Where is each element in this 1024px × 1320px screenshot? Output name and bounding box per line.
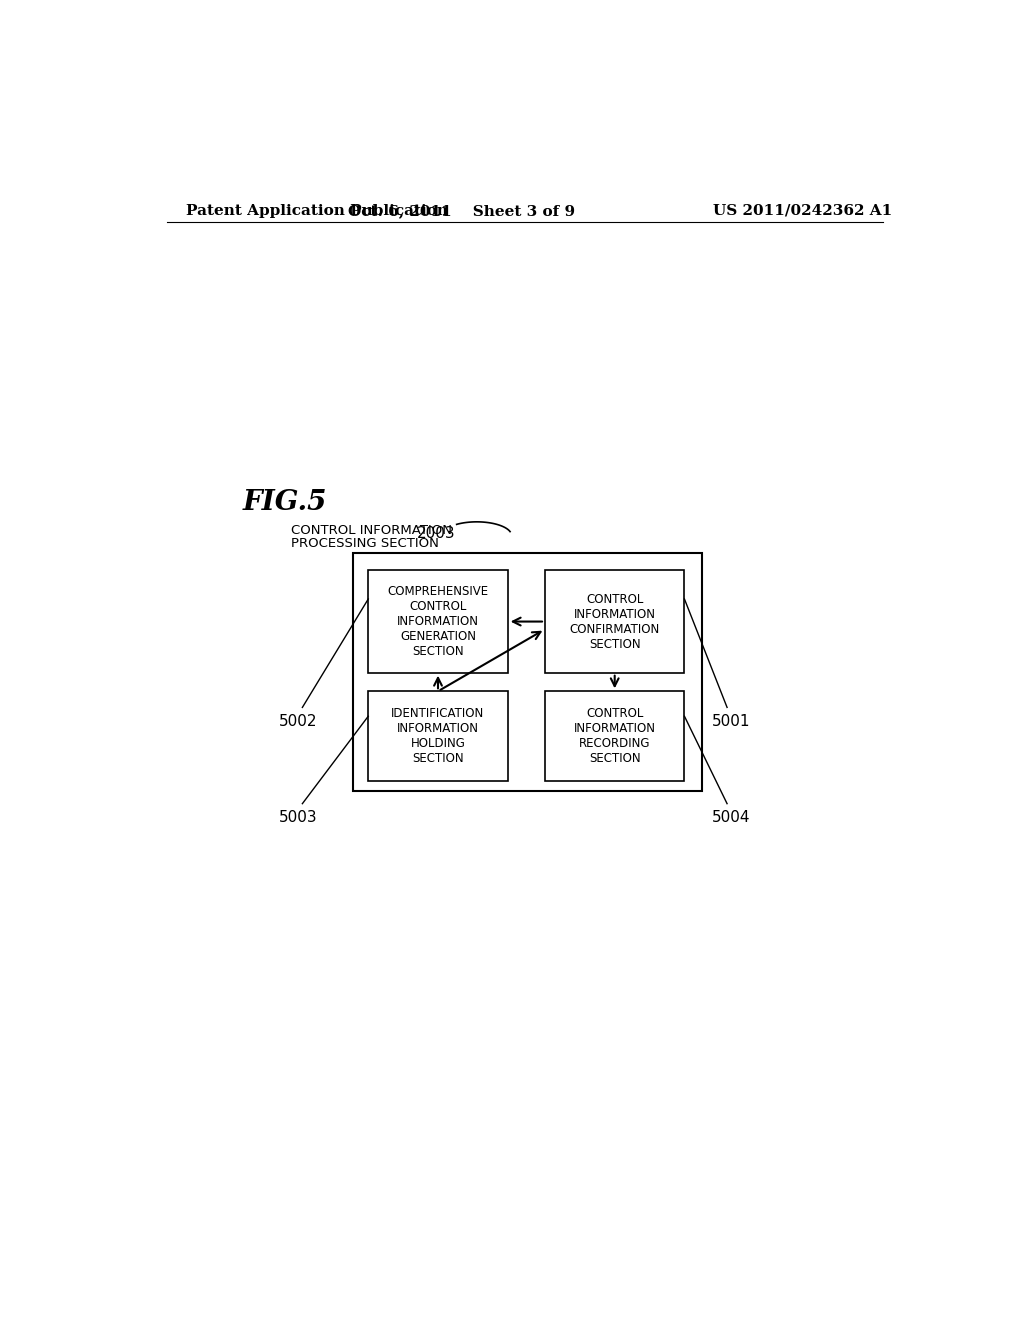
Text: CONTROL
INFORMATION
RECORDING
SECTION: CONTROL INFORMATION RECORDING SECTION xyxy=(573,708,655,764)
Text: 5001: 5001 xyxy=(712,714,751,729)
Text: COMPREHENSIVE
CONTROL
INFORMATION
GENERATION
SECTION: COMPREHENSIVE CONTROL INFORMATION GENERA… xyxy=(387,585,488,659)
Bar xyxy=(369,692,508,780)
Text: FIG.5: FIG.5 xyxy=(243,490,327,516)
Text: 5003: 5003 xyxy=(280,810,317,825)
Text: 2003: 2003 xyxy=(417,527,456,541)
Text: PROCESSING SECTION: PROCESSING SECTION xyxy=(291,537,438,550)
Bar xyxy=(369,570,508,673)
Bar xyxy=(545,570,684,673)
Text: US 2011/0242362 A1: US 2011/0242362 A1 xyxy=(713,203,892,218)
Text: 5002: 5002 xyxy=(280,714,317,729)
Text: Patent Application Publication: Patent Application Publication xyxy=(186,203,449,218)
Text: 5004: 5004 xyxy=(712,810,751,825)
Text: CONTROL
INFORMATION
CONFIRMATION
SECTION: CONTROL INFORMATION CONFIRMATION SECTION xyxy=(569,593,659,651)
Text: IDENTIFICATION
INFORMATION
HOLDING
SECTION: IDENTIFICATION INFORMATION HOLDING SECTI… xyxy=(391,708,484,764)
Text: Oct. 6, 2011    Sheet 3 of 9: Oct. 6, 2011 Sheet 3 of 9 xyxy=(348,203,574,218)
Bar xyxy=(352,553,701,792)
Text: CONTROL INFORMATION: CONTROL INFORMATION xyxy=(291,524,452,537)
Bar xyxy=(545,692,684,780)
